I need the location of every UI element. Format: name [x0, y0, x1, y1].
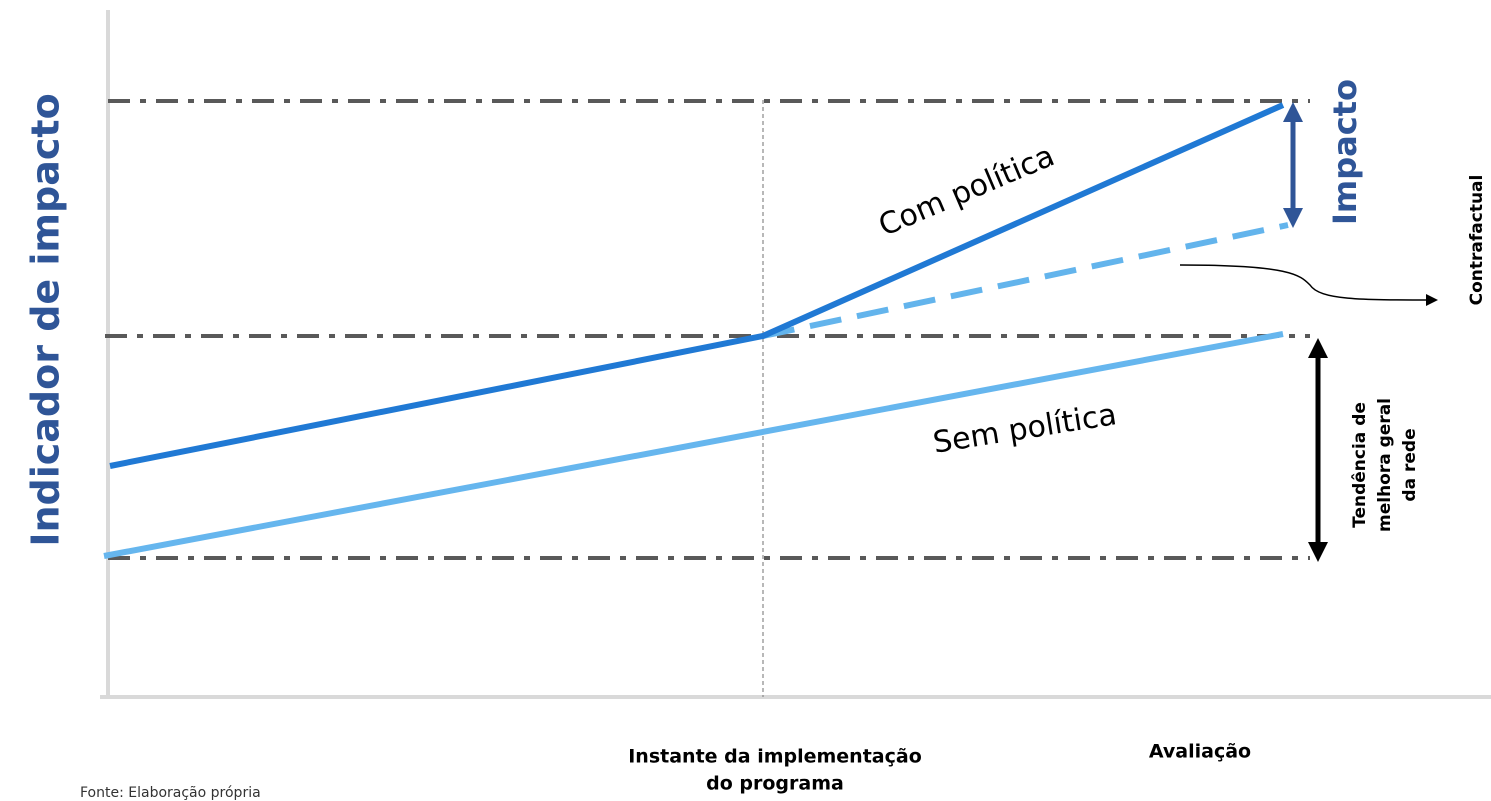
- trend-label: Tendência de: [1350, 402, 1370, 528]
- x-label: Avaliação: [1149, 741, 1251, 763]
- trend-label: da rede: [1400, 428, 1420, 501]
- with-policy-label: Com política: [874, 138, 1060, 243]
- counterfactual-label: Contrafactual: [1467, 175, 1487, 306]
- trend-label: melhora geral: [1375, 398, 1395, 532]
- source: Fonte: Elaboração própria: [80, 785, 261, 801]
- reference-lines: [105, 99, 1310, 560]
- without-policy-line: [103, 331, 1284, 559]
- without-policy-label: Sem política: [931, 397, 1120, 461]
- impact-label: Impacto: [1326, 79, 1364, 225]
- counterfactual-line: [762, 222, 1289, 339]
- with-policy-line: [109, 102, 1285, 469]
- axis-title: Indicador de impacto: [24, 93, 68, 546]
- x-label: do programa: [706, 773, 844, 795]
- counterfactual-pointer: [1179, 264, 1438, 306]
- x-label: Instante da implementação: [628, 746, 922, 768]
